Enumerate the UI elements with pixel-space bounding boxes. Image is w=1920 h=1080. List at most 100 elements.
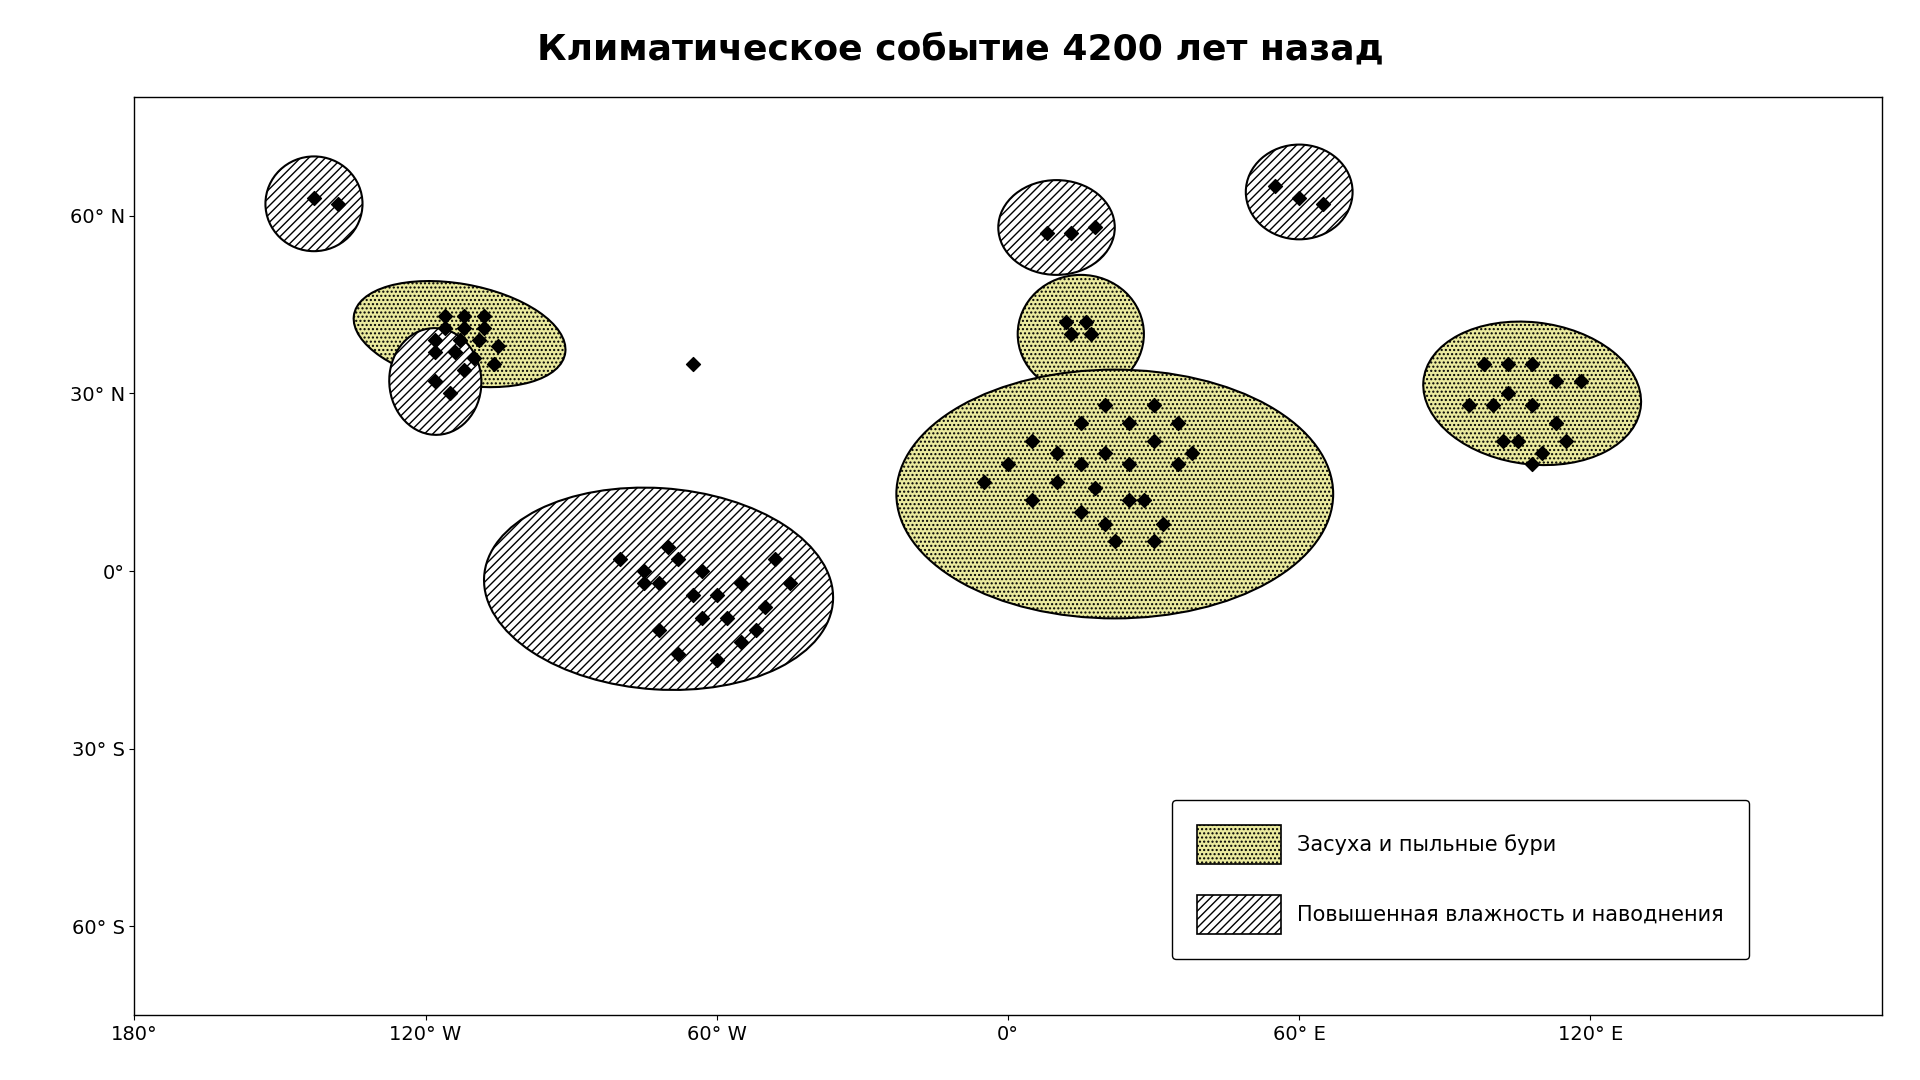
Point bbox=[687, 610, 718, 627]
Point bbox=[449, 308, 480, 325]
Point bbox=[1542, 373, 1572, 390]
Point bbox=[484, 337, 515, 354]
Point bbox=[1162, 456, 1192, 473]
Point bbox=[1478, 396, 1509, 414]
Point bbox=[434, 384, 465, 402]
Point bbox=[1031, 225, 1062, 242]
Point bbox=[1162, 415, 1192, 432]
Point bbox=[1041, 473, 1071, 490]
Point bbox=[1308, 195, 1338, 213]
Point bbox=[1551, 432, 1582, 449]
Point bbox=[1542, 415, 1572, 432]
Point bbox=[468, 320, 499, 337]
Point bbox=[1050, 313, 1081, 330]
Point bbox=[1114, 415, 1144, 432]
Ellipse shape bbox=[484, 487, 833, 690]
Point bbox=[1100, 532, 1131, 550]
Ellipse shape bbox=[353, 281, 566, 387]
Point bbox=[643, 622, 674, 639]
Point bbox=[687, 563, 718, 580]
Point bbox=[1091, 444, 1121, 461]
Point bbox=[968, 473, 998, 490]
Point bbox=[444, 332, 474, 349]
Point bbox=[463, 332, 493, 349]
Point bbox=[726, 575, 756, 592]
Point bbox=[662, 645, 693, 662]
Point bbox=[1091, 515, 1121, 532]
Point bbox=[751, 598, 781, 616]
Point bbox=[1069, 313, 1100, 330]
Point bbox=[430, 320, 461, 337]
Point bbox=[478, 355, 509, 373]
Point bbox=[1148, 515, 1179, 532]
Point bbox=[459, 349, 490, 366]
Point bbox=[1469, 355, 1500, 373]
Point bbox=[430, 308, 461, 325]
Text: Климатическое событие 4200 лет назад: Климатическое событие 4200 лет назад bbox=[536, 32, 1384, 66]
Point bbox=[420, 332, 451, 349]
Point bbox=[1453, 396, 1484, 414]
Point bbox=[678, 586, 708, 604]
Point bbox=[300, 189, 330, 206]
Point bbox=[449, 320, 480, 337]
Point bbox=[1114, 491, 1144, 509]
Point bbox=[710, 610, 741, 627]
Point bbox=[468, 308, 499, 325]
Point bbox=[726, 634, 756, 651]
Legend: Засуха и пыльные бури, Повышенная влажность и наводнения: Засуха и пыльные бури, Повышенная влажно… bbox=[1173, 799, 1749, 959]
Point bbox=[653, 539, 684, 556]
Ellipse shape bbox=[897, 369, 1332, 619]
Point bbox=[1492, 384, 1523, 402]
Point bbox=[1114, 456, 1144, 473]
Point bbox=[1066, 503, 1096, 521]
Point bbox=[1075, 325, 1106, 342]
Point bbox=[1517, 456, 1548, 473]
Point bbox=[1079, 480, 1110, 497]
Point bbox=[605, 551, 636, 568]
Point bbox=[1018, 432, 1048, 449]
Point bbox=[1091, 396, 1121, 414]
Point bbox=[701, 651, 732, 669]
Point bbox=[1018, 491, 1048, 509]
Point bbox=[760, 551, 791, 568]
Point bbox=[1488, 432, 1519, 449]
Point bbox=[420, 343, 451, 361]
Point bbox=[741, 622, 772, 639]
Ellipse shape bbox=[265, 157, 363, 252]
Point bbox=[420, 373, 451, 390]
Point bbox=[678, 355, 708, 373]
Point bbox=[440, 343, 470, 361]
Point bbox=[993, 456, 1023, 473]
Point bbox=[1079, 219, 1110, 237]
Point bbox=[449, 361, 480, 378]
Point bbox=[662, 551, 693, 568]
Point bbox=[1056, 225, 1087, 242]
Point bbox=[643, 575, 674, 592]
Point bbox=[1565, 373, 1596, 390]
Point bbox=[1139, 396, 1169, 414]
Point bbox=[1139, 432, 1169, 449]
Point bbox=[1501, 432, 1532, 449]
Point bbox=[1517, 355, 1548, 373]
Point bbox=[1177, 444, 1208, 461]
Point bbox=[1041, 444, 1071, 461]
Ellipse shape bbox=[390, 328, 482, 435]
Point bbox=[323, 195, 353, 213]
Point bbox=[774, 575, 804, 592]
Point bbox=[1129, 491, 1160, 509]
Point bbox=[628, 563, 659, 580]
Point bbox=[1056, 325, 1087, 342]
Point bbox=[1139, 532, 1169, 550]
Point bbox=[1066, 456, 1096, 473]
Point bbox=[1284, 189, 1315, 206]
Ellipse shape bbox=[998, 180, 1116, 275]
Ellipse shape bbox=[1423, 322, 1642, 465]
Ellipse shape bbox=[1018, 275, 1144, 393]
Point bbox=[628, 575, 659, 592]
Point bbox=[1526, 444, 1557, 461]
Point bbox=[1260, 177, 1290, 194]
Point bbox=[1517, 396, 1548, 414]
Point bbox=[1066, 415, 1096, 432]
Point bbox=[1492, 355, 1523, 373]
Point bbox=[701, 586, 732, 604]
